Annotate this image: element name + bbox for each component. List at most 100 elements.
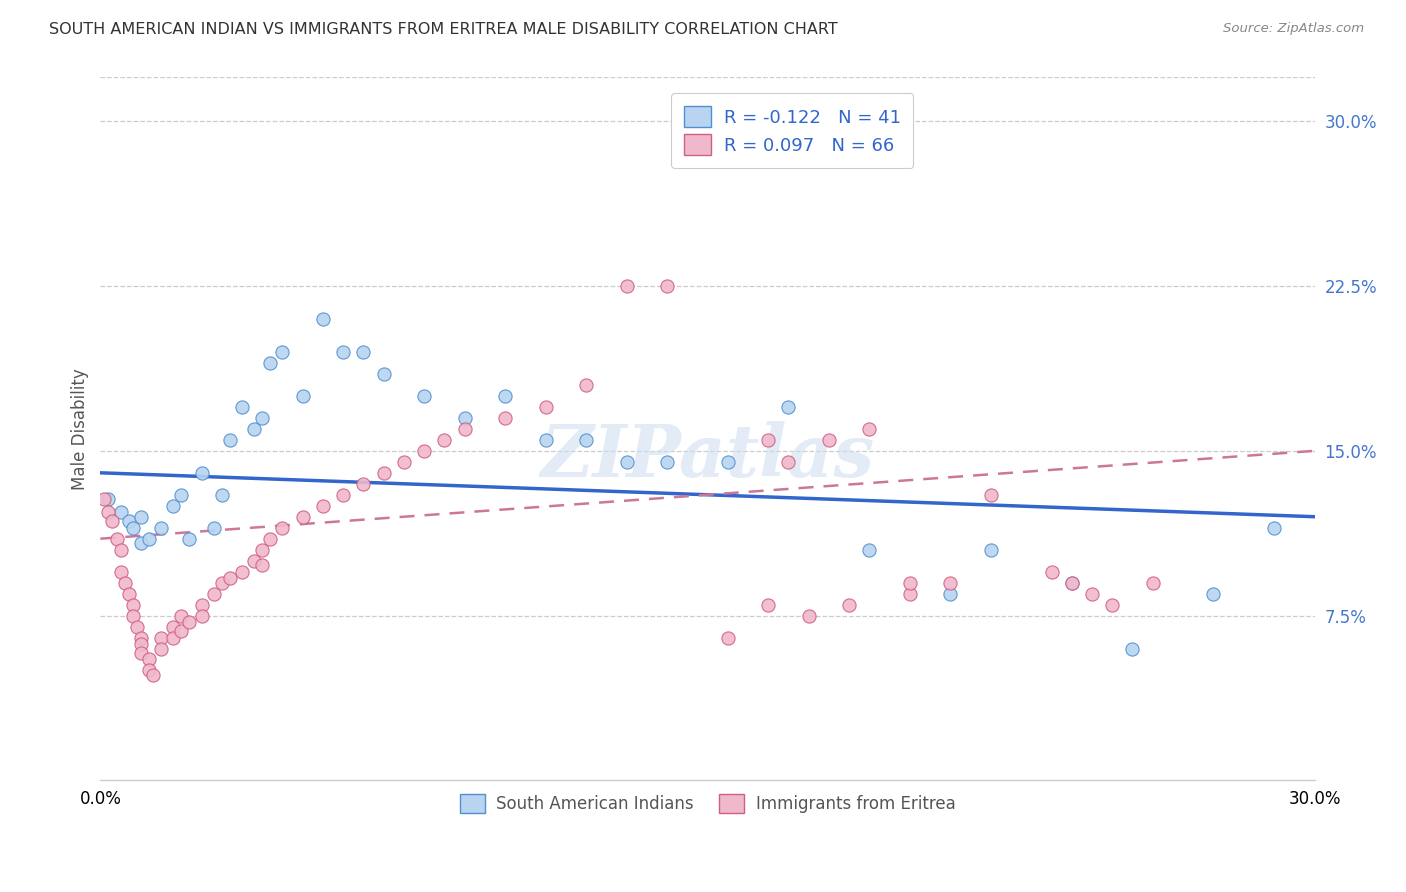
Point	[494, 410, 516, 425]
Point	[142, 668, 165, 682]
Point	[243, 554, 266, 568]
Point	[129, 631, 152, 645]
Point	[655, 455, 678, 469]
Point	[575, 433, 598, 447]
Point	[211, 575, 233, 590]
Point	[980, 488, 1002, 502]
Point	[534, 433, 557, 447]
Point	[778, 400, 800, 414]
Point	[170, 488, 193, 502]
Point	[898, 575, 921, 590]
Point	[756, 598, 779, 612]
Point	[218, 571, 240, 585]
Point	[243, 422, 266, 436]
Point	[170, 608, 193, 623]
Point	[1081, 586, 1104, 600]
Point	[105, 532, 128, 546]
Point	[1142, 575, 1164, 590]
Point	[231, 400, 253, 414]
Text: ZIPatlas: ZIPatlas	[540, 422, 875, 492]
Legend: South American Indians, Immigrants from Eritrea: South American Indians, Immigrants from …	[449, 782, 967, 825]
Point	[150, 641, 173, 656]
Point	[332, 488, 354, 502]
Point	[312, 312, 335, 326]
Point	[433, 433, 456, 447]
Point	[1060, 575, 1083, 590]
Point	[453, 422, 475, 436]
Point	[179, 532, 201, 546]
Point	[1121, 641, 1143, 656]
Point	[231, 565, 253, 579]
Point	[162, 499, 184, 513]
Point	[858, 542, 880, 557]
Point	[534, 400, 557, 414]
Point	[97, 505, 120, 519]
Y-axis label: Male Disability: Male Disability	[72, 368, 89, 490]
Point	[778, 455, 800, 469]
Point	[150, 631, 173, 645]
Point	[392, 455, 415, 469]
Point	[150, 521, 173, 535]
Point	[202, 586, 225, 600]
Point	[110, 565, 132, 579]
Point	[162, 619, 184, 633]
Point	[129, 637, 152, 651]
Point	[190, 466, 212, 480]
Point	[252, 542, 274, 557]
Point	[101, 514, 124, 528]
Point	[138, 652, 160, 666]
Point	[717, 455, 740, 469]
Point	[1040, 565, 1063, 579]
Point	[252, 410, 274, 425]
Point	[717, 631, 740, 645]
Point	[129, 509, 152, 524]
Point	[179, 615, 201, 629]
Point	[252, 558, 274, 572]
Point	[170, 624, 193, 638]
Point	[838, 598, 860, 612]
Point	[756, 433, 779, 447]
Point	[616, 455, 638, 469]
Point	[494, 389, 516, 403]
Point	[980, 542, 1002, 557]
Point	[129, 536, 152, 550]
Point	[129, 646, 152, 660]
Point	[271, 521, 294, 535]
Point	[352, 345, 374, 359]
Point	[138, 664, 160, 678]
Point	[118, 514, 141, 528]
Point	[93, 492, 115, 507]
Text: Source: ZipAtlas.com: Source: ZipAtlas.com	[1223, 22, 1364, 36]
Point	[413, 443, 436, 458]
Point	[114, 575, 136, 590]
Point	[797, 608, 820, 623]
Point	[218, 433, 240, 447]
Point	[110, 505, 132, 519]
Point	[575, 378, 598, 392]
Point	[121, 521, 143, 535]
Point	[291, 389, 314, 403]
Point	[332, 345, 354, 359]
Point	[121, 608, 143, 623]
Point	[1101, 598, 1123, 612]
Point	[271, 345, 294, 359]
Point	[939, 575, 962, 590]
Point	[352, 476, 374, 491]
Point	[211, 488, 233, 502]
Point	[202, 521, 225, 535]
Point	[373, 466, 395, 480]
Point	[818, 433, 841, 447]
Point	[898, 586, 921, 600]
Point	[259, 532, 281, 546]
Point	[1263, 521, 1285, 535]
Point	[312, 499, 335, 513]
Point	[291, 509, 314, 524]
Point	[118, 586, 141, 600]
Point	[138, 532, 160, 546]
Point	[97, 492, 120, 507]
Point	[373, 367, 395, 381]
Point	[413, 389, 436, 403]
Point	[125, 619, 148, 633]
Point	[858, 422, 880, 436]
Point	[259, 356, 281, 370]
